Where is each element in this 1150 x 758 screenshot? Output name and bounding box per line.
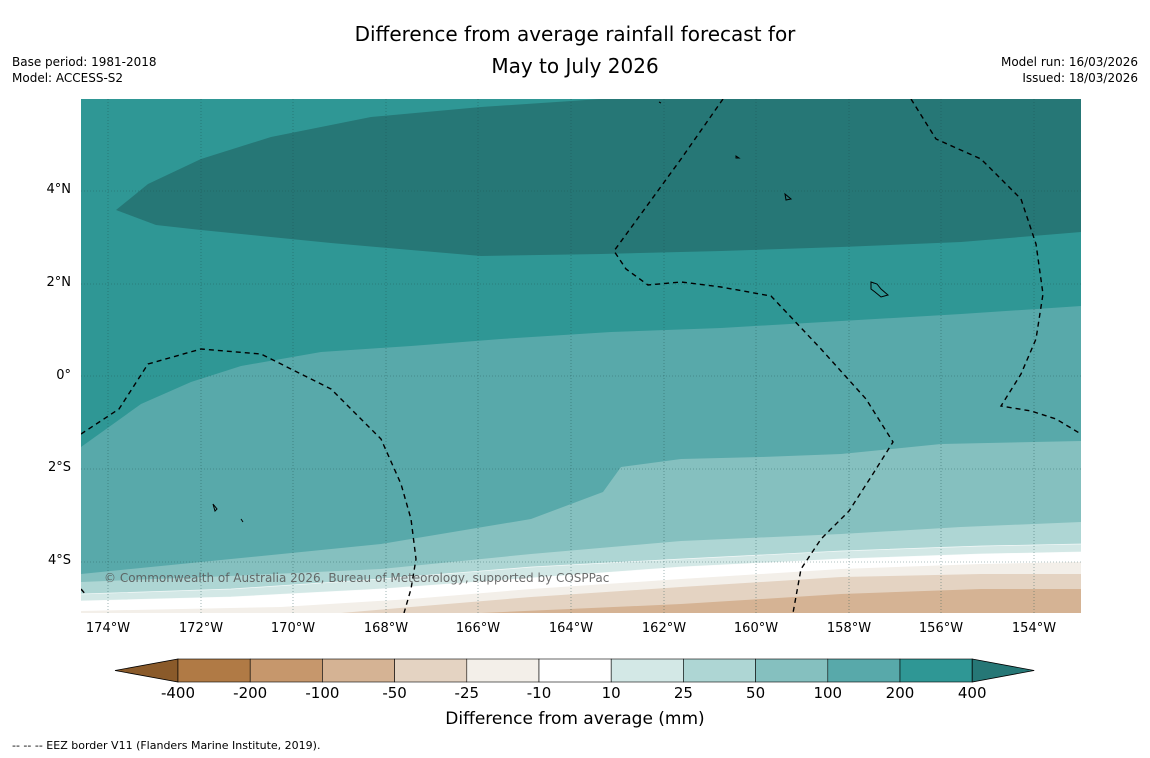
latitude-label: 4°N	[46, 182, 72, 197]
colorbar-tick-label: 100	[813, 684, 843, 702]
colorbar-tick-label: 25	[673, 684, 693, 702]
colorbar-arrow-low	[114, 658, 179, 683]
meta-right: Model run: 16/03/2026 Issued: 18/03/2026	[1001, 54, 1138, 86]
longitude-label: 170°W	[270, 621, 316, 636]
colorbar-tick-label: 10	[601, 684, 621, 702]
colorbar-swatch	[466, 658, 540, 683]
title-line-2: May to July 2026	[491, 54, 659, 78]
longitude-label: 166°W	[455, 621, 501, 636]
longitude-label: 158°W	[826, 621, 872, 636]
colorbar-tick-label: -100	[305, 684, 340, 702]
colorbar-swatch	[394, 658, 468, 683]
band-minus50-minus25	[481, 589, 1081, 613]
eez-borders	[81, 99, 1081, 613]
latitude-label: 4°S	[47, 553, 71, 568]
longitude-label: 172°W	[178, 621, 224, 636]
latitude-label: 2°S	[47, 460, 71, 475]
colorbar-swatch	[610, 658, 684, 683]
model-name: Model: ACCESS-S2	[12, 71, 124, 85]
copyright-notice: © Commonwealth of Australia 2026, Bureau…	[104, 571, 610, 585]
base-period: Base period: 1981-2018	[12, 55, 157, 69]
rainfall-map	[81, 99, 1081, 613]
island-kiritimati-small	[735, 155, 741, 159]
latitude-label: 2°N	[46, 275, 72, 290]
band-400-plus-core	[116, 99, 1081, 256]
island-atoll-north	[870, 281, 890, 298]
island-jarvis	[784, 192, 793, 201]
issued-date: Issued: 18/03/2026	[1022, 71, 1138, 85]
colorbar-tick-label: 50	[746, 684, 766, 702]
colorbar-swatch	[899, 658, 973, 683]
latitude-label: 0°	[56, 368, 71, 383]
colorbar-arrow-high	[971, 658, 1035, 683]
colorbar-swatch	[322, 658, 395, 683]
island-howland	[212, 503, 218, 512]
model-run: Model run: 16/03/2026	[1000, 55, 1138, 69]
colorbar-swatch	[538, 658, 612, 683]
meta-left: Base period: 1981-2018 Model: ACCESS-S2	[12, 54, 157, 86]
colorbar-tick-label: -10	[526, 684, 552, 702]
colorbar-tick-label: -400	[160, 684, 196, 702]
eez-footnote: -- -- -- EEZ border V11 (Flanders Marine…	[12, 739, 321, 752]
colorbar-swatch	[827, 658, 901, 683]
colorbar-swatch	[249, 658, 323, 683]
longitude-label: 164°W	[548, 621, 594, 636]
colorbar-title: Difference from average (mm)	[445, 709, 705, 729]
map-area: © Commonwealth of Australia 2026, Bureau…	[81, 99, 1081, 613]
colorbar-swatch	[683, 658, 756, 683]
island-atoll-south	[240, 518, 244, 523]
longitude-label: 174°W	[85, 621, 131, 636]
longitude-label: 154°W	[1011, 621, 1057, 636]
longitude-label: 156°W	[918, 621, 964, 636]
colorbar-tick-label: -200	[233, 684, 268, 702]
longitude-label: 168°W	[363, 621, 409, 636]
colorbar-tick-label: 200	[885, 684, 915, 702]
contour-lines	[81, 543, 1081, 602]
colorbar-swatch	[177, 658, 251, 683]
title-line-1: Difference from average rainfall forecas…	[354, 22, 796, 46]
colorbar-swatch	[755, 658, 829, 683]
longitude-label: 162°W	[641, 621, 687, 636]
colorbar-tick-label: 400	[957, 684, 987, 702]
island-atoll-mid	[658, 101, 662, 104]
longitude-label: 160°W	[733, 621, 779, 636]
island-outlines	[212, 101, 890, 523]
colorbar-tick-label: -50	[382, 684, 407, 702]
colorbar-tick-label: -25	[454, 684, 480, 702]
map-title: Difference from average rainfall forecas…	[0, 18, 1150, 82]
